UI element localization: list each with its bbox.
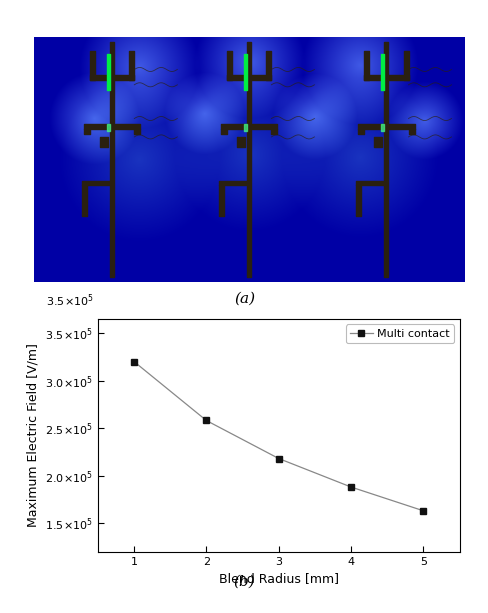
Text: (a): (a) [233,291,255,305]
Multi contact [275,455,281,462]
Multi contact [420,507,426,514]
X-axis label: Blend Radius [mm]: Blend Radius [mm] [218,572,338,585]
Legend: Multi contact: Multi contact [345,324,453,343]
Y-axis label: Maximum Electric Field [V/m]: Maximum Electric Field [V/m] [26,343,39,527]
Text: (b): (b) [233,574,255,588]
Multi contact [131,358,137,365]
Text: $3.5\!\times\!10^{5}$: $3.5\!\times\!10^{5}$ [46,293,94,310]
Multi contact [203,417,209,424]
Multi contact [347,484,353,491]
Line: Multi contact: Multi contact [130,358,426,514]
